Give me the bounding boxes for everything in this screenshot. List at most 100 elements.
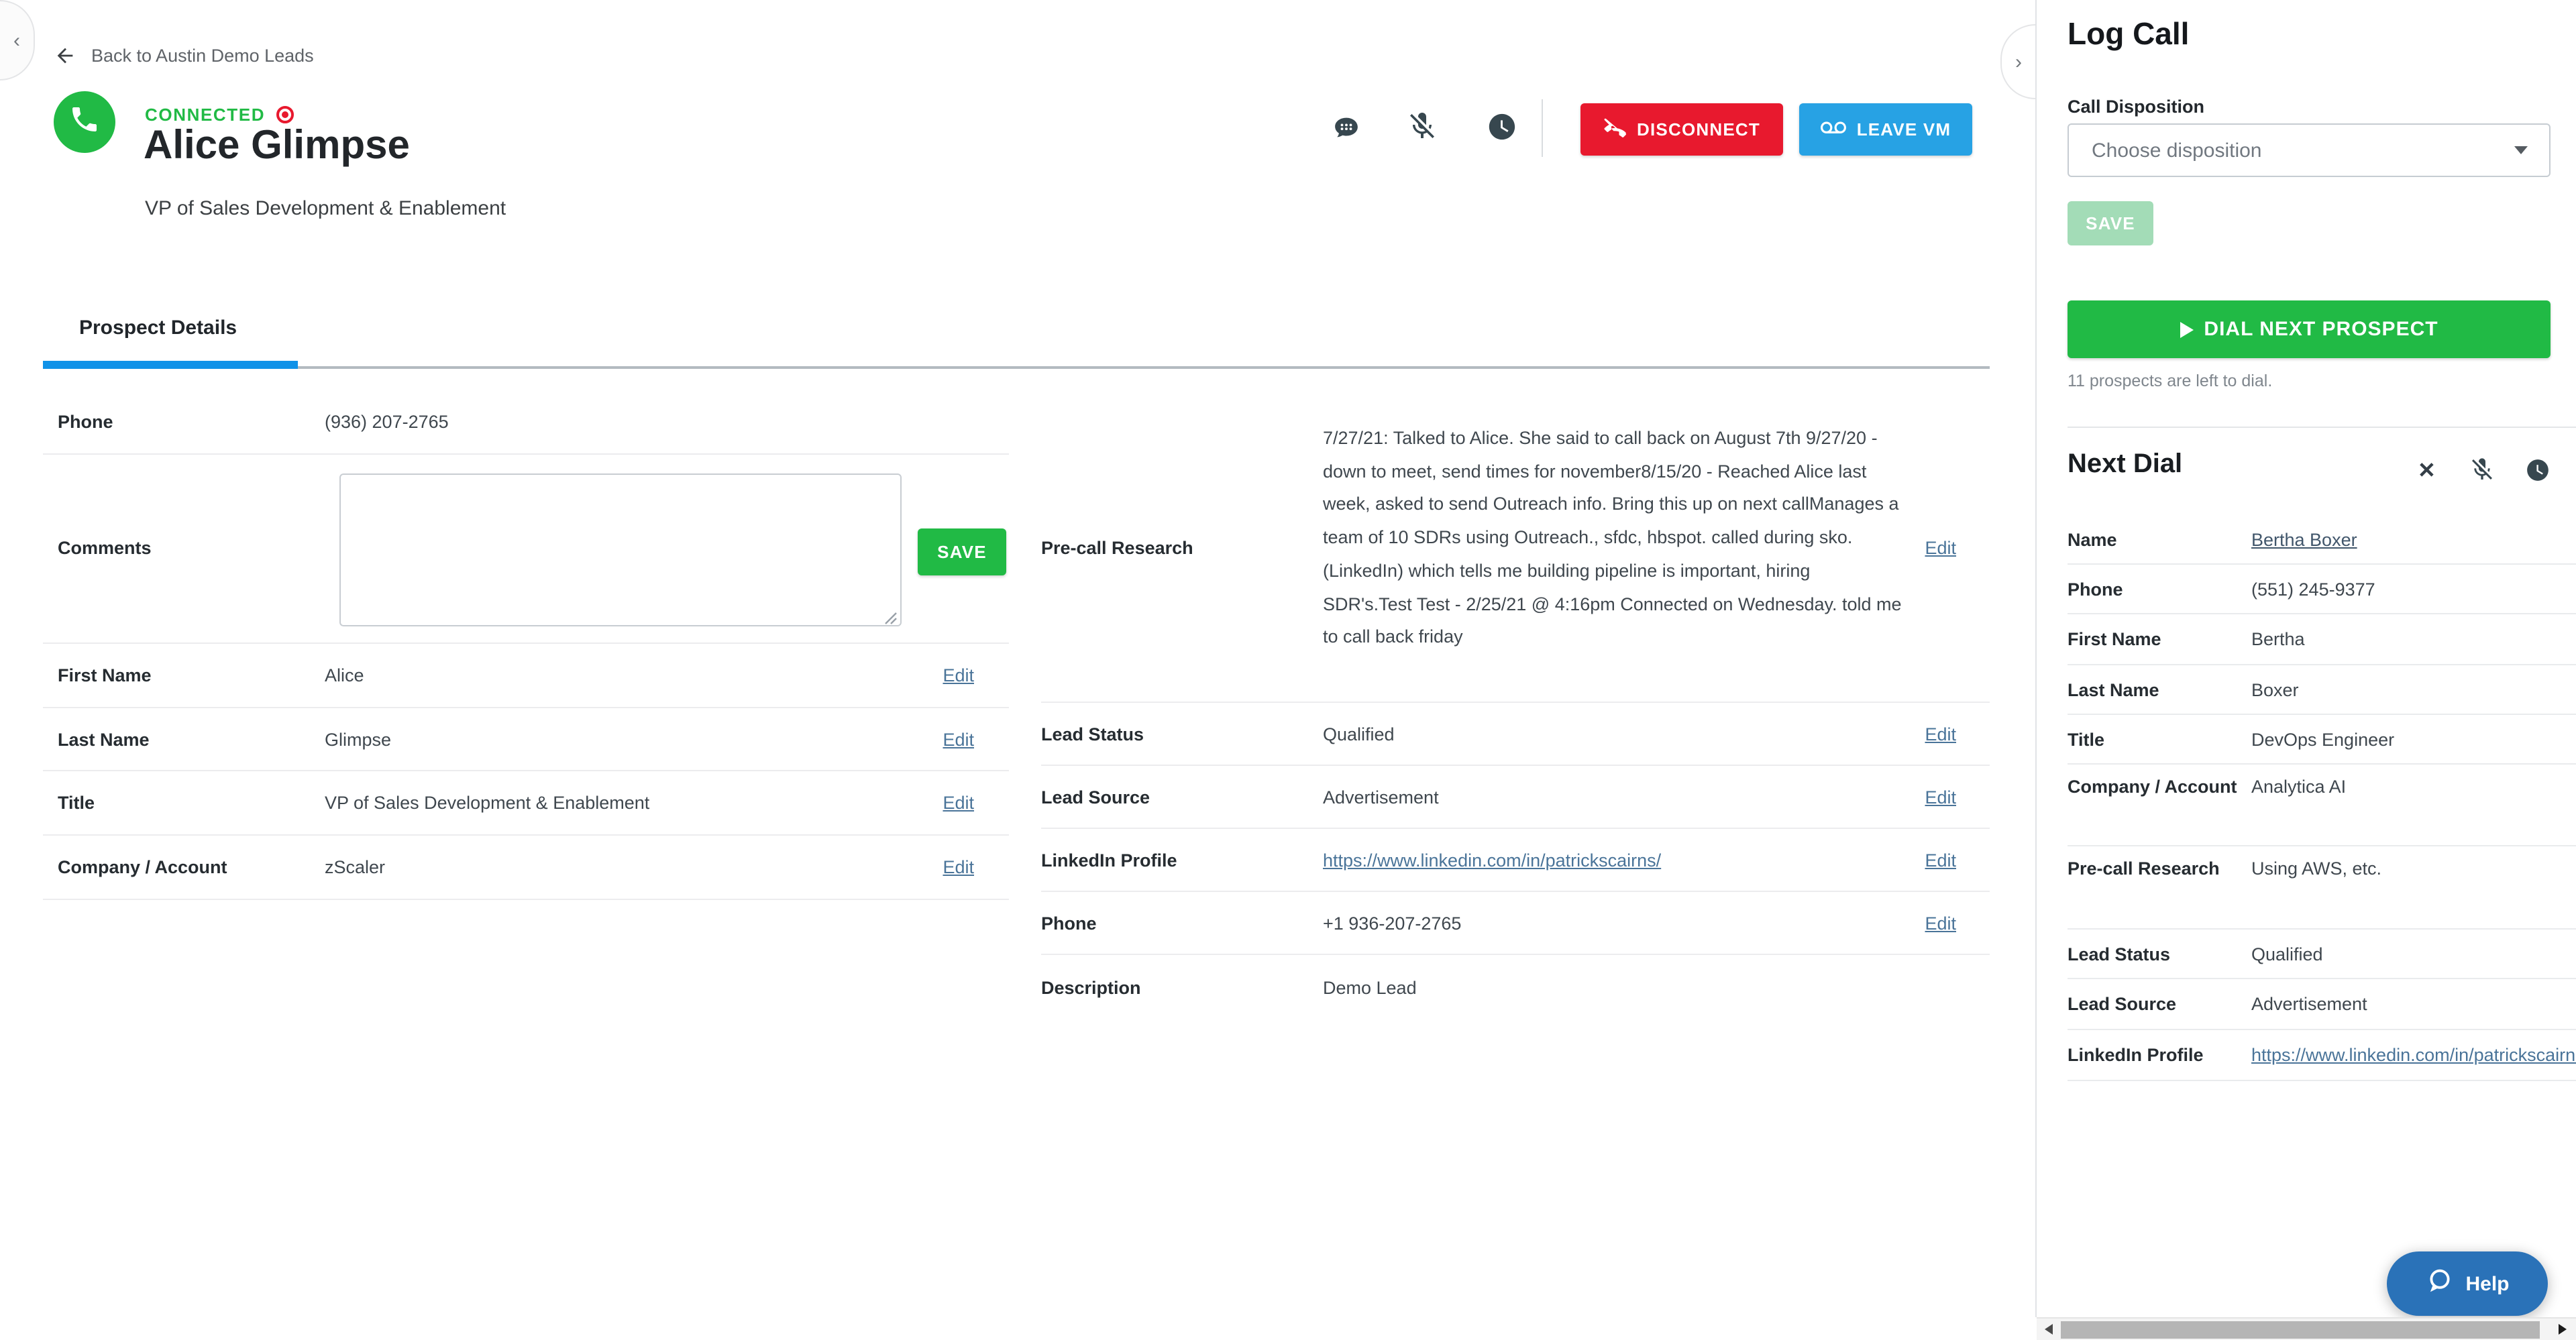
next-linkedin-profile-link[interactable]: https://www.linkedin.com/in/patrickscair…	[2251, 1045, 2576, 1065]
next-dial-title: Next Dial	[2068, 449, 2183, 479]
field-label: Description	[1041, 977, 1141, 997]
tab-prospect-details[interactable]: Prospect Details	[79, 317, 237, 339]
collapse-right-panel-button[interactable]: ›	[2000, 24, 2035, 99]
scrollbar-thumb[interactable]	[2061, 1321, 2540, 1339]
precall-research-text: 7/27/21: Talked to Alice. She said to ca…	[1323, 428, 1902, 647]
field-value: Using AWS, etc.	[2251, 858, 2382, 879]
disconnect-button-label: DISCONNECT	[1637, 119, 1760, 139]
edit-lead-source-link[interactable]: Edit	[1925, 787, 1956, 807]
sidebar-divider	[2035, 0, 2037, 1317]
tabbar-rule	[43, 366, 1990, 369]
back-link[interactable]: Back to Austin Demo Leads	[54, 44, 314, 67]
next-dial-row-phone: Phone (551) 245-9377	[2068, 565, 2576, 614]
chevron-right-icon: ›	[2015, 50, 2022, 73]
edit-lead-status-link[interactable]: Edit	[1925, 724, 1956, 744]
save-disposition-button[interactable]: SAVE	[2068, 201, 2153, 245]
field-row-comments: Comments SAVE	[43, 455, 1009, 644]
field-label: Name	[2068, 529, 2117, 549]
field-row-last-name: Last Name Glimpse Edit	[43, 708, 1009, 771]
edit-company-link[interactable]: Edit	[943, 857, 974, 877]
dialpad-icon[interactable]	[1331, 113, 1362, 150]
next-dial-row-first-name: First Name Bertha	[2068, 614, 2576, 665]
next-dial-row-lead-source: Lead Source Advertisement	[2068, 979, 2576, 1030]
field-label: Pre-call Research	[1041, 538, 1193, 558]
field-value: zScaler	[325, 857, 386, 877]
collapse-left-panel-button[interactable]: ‹	[0, 0, 35, 80]
edit-phone-link[interactable]: Edit	[1925, 913, 1956, 933]
help-button-label: Help	[2465, 1272, 2510, 1295]
field-label: Last Name	[2068, 679, 2159, 700]
next-dial-row-last-name: Last Name Boxer	[2068, 665, 2576, 715]
call-status-avatar	[54, 91, 115, 153]
dial-next-prospect-label: DIAL NEXT PROSPECT	[2204, 318, 2438, 341]
field-label: Lead Status	[2068, 944, 2171, 964]
field-value: Boxer	[2251, 679, 2299, 700]
leave-vm-button[interactable]: LEAVE VM	[1799, 103, 1972, 156]
horizontal-scrollbar[interactable]	[2037, 1317, 2576, 1340]
field-value: VP of Sales Development & Enablement	[325, 793, 650, 813]
field-value: Glimpse	[325, 729, 392, 749]
field-row-first-name: First Name Alice Edit	[43, 644, 1009, 708]
field-label: First Name	[2068, 629, 2161, 649]
scroll-right-arrow-icon[interactable]	[2559, 1324, 2567, 1335]
field-value: DevOps Engineer	[2251, 729, 2395, 749]
chat-bubble-icon	[2425, 1266, 2453, 1301]
edit-first-name-link[interactable]: Edit	[943, 665, 974, 685]
field-label: LinkedIn Profile	[1041, 850, 1177, 870]
field-value: Qualified	[2251, 944, 2323, 964]
field-label: Lead Source	[1041, 787, 1150, 807]
scroll-left-arrow-icon[interactable]	[2045, 1324, 2053, 1335]
header-divider	[1542, 99, 1543, 157]
field-label: Lead Source	[2068, 994, 2177, 1014]
phone-icon	[68, 103, 101, 142]
close-icon[interactable]: ✕	[2418, 460, 2436, 483]
linkedin-profile-link[interactable]: https://www.linkedin.com/in/patrickscair…	[1323, 850, 1662, 870]
chevron-left-icon: ‹	[13, 29, 20, 52]
mic-muted-icon[interactable]	[2469, 456, 2496, 490]
phone-slash-icon	[1603, 116, 1627, 143]
prospect-name: Alice Glimpse	[144, 123, 410, 168]
field-row-description: Description Demo Lead	[1041, 955, 1990, 1019]
field-label: Company / Account	[2068, 777, 2237, 797]
edit-last-name-link[interactable]: Edit	[943, 729, 974, 749]
help-button[interactable]: Help	[2387, 1251, 2548, 1316]
back-link-label: Back to Austin Demo Leads	[91, 46, 314, 66]
save-comments-button[interactable]: SAVE	[918, 528, 1006, 575]
comments-textarea[interactable]	[339, 473, 902, 626]
call-history-clock-icon[interactable]	[2525, 457, 2551, 490]
call-disposition-select[interactable]: Choose disposition	[2068, 123, 2551, 177]
chevron-down-icon	[2514, 146, 2528, 154]
field-row-phone-intl: Phone +1 936-207-2765 Edit	[1041, 892, 1990, 955]
field-label: Last Name	[58, 729, 150, 749]
next-prospect-name-link[interactable]: Bertha Boxer	[2251, 529, 2357, 549]
arrow-left-icon	[54, 44, 76, 67]
field-value: Analytica AI	[2251, 777, 2347, 797]
leave-vm-button-label: LEAVE VM	[1856, 119, 1951, 139]
mic-muted-icon[interactable]	[1406, 110, 1438, 149]
edit-linkedin-link[interactable]: Edit	[1925, 850, 1956, 870]
field-value: Advertisement	[2251, 994, 2367, 1014]
field-label: LinkedIn Profile	[2068, 1045, 2204, 1065]
prospect-title-subtitle: VP of Sales Development & Enablement	[145, 197, 506, 220]
field-label: Comments	[58, 538, 152, 558]
next-dial-row-name: Name Bertha Boxer	[2068, 515, 2576, 565]
field-label: First Name	[58, 665, 152, 685]
field-row-phone: Phone (936) 207-2765	[43, 389, 1009, 455]
field-row-title: Title VP of Sales Development & Enableme…	[43, 771, 1009, 836]
next-dial-row-precall: Pre-call Research Using AWS, etc.	[2068, 846, 2576, 930]
call-status-label: CONNECTED	[145, 105, 266, 125]
edit-title-link[interactable]: Edit	[943, 793, 974, 813]
call-history-clock-icon[interactable]	[1487, 111, 1517, 149]
next-dial-row-lead-status: Lead Status Qualified	[2068, 930, 2576, 979]
next-dial-row-title: Title DevOps Engineer	[2068, 715, 2576, 765]
call-disposition-label: Call Disposition	[2068, 97, 2205, 117]
active-tab-indicator	[43, 361, 298, 369]
disconnect-button[interactable]: DISCONNECT	[1580, 103, 1783, 156]
log-call-title: Log Call	[2068, 16, 2190, 51]
dial-next-prospect-button[interactable]: DIAL NEXT PROSPECT	[2068, 300, 2551, 358]
edit-precall-link[interactable]: Edit	[1925, 538, 1956, 558]
field-value: +1 936-207-2765	[1323, 913, 1462, 933]
field-label: Title	[2068, 729, 2105, 749]
field-row-linkedin: LinkedIn Profile https://www.linkedin.co…	[1041, 829, 1990, 892]
next-dial-row-linkedin: LinkedIn Profile https://www.linkedin.co…	[2068, 1030, 2576, 1081]
